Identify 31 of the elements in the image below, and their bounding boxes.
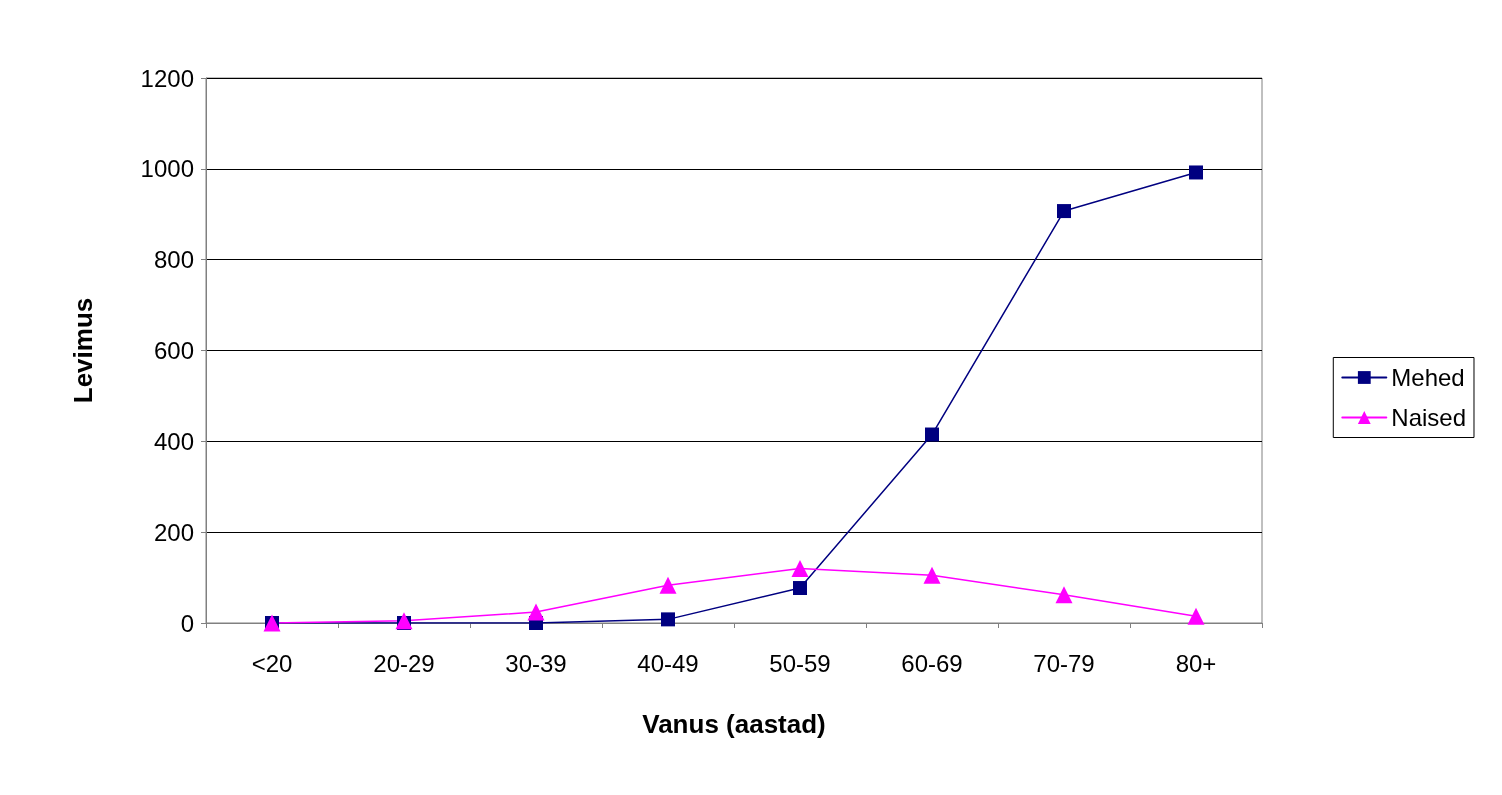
x-tick-label: <20	[251, 649, 293, 677]
y-tick-label: 400	[153, 427, 194, 455]
x-axis-title: Vanus (aastad)	[642, 709, 826, 739]
point	[395, 612, 413, 630]
point	[1189, 165, 1203, 180]
y-tick-label: 1200	[140, 64, 194, 92]
y-tick-label: 600	[153, 337, 194, 364]
x-tick-label: 80+	[1175, 649, 1217, 677]
point	[923, 566, 941, 584]
point	[1055, 586, 1073, 604]
x-tick-label: 50-59	[769, 649, 831, 677]
point	[791, 560, 809, 577]
point	[661, 612, 675, 627]
y-tick-label: 1000	[140, 155, 194, 183]
point	[1057, 204, 1071, 219]
y-tick-label: 200	[153, 518, 194, 546]
legend-label: Naised	[1391, 404, 1467, 431]
point	[925, 427, 939, 442]
point	[793, 581, 807, 596]
y-tick-label: 0	[180, 609, 194, 637]
point	[659, 576, 677, 594]
y-tick-label: 800	[153, 246, 194, 274]
y-axis-title: Levimus	[68, 297, 98, 404]
x-tick-label: 30-39	[505, 649, 567, 677]
legend-label: Mehed	[1391, 364, 1465, 391]
point	[527, 603, 545, 621]
x-tick-label: 20-29	[373, 649, 435, 677]
x-tick-label: 40-49	[637, 649, 699, 677]
point	[1187, 607, 1205, 625]
x-tick-label: 70-79	[1033, 649, 1095, 677]
x-tick-label: 60-69	[901, 649, 963, 677]
